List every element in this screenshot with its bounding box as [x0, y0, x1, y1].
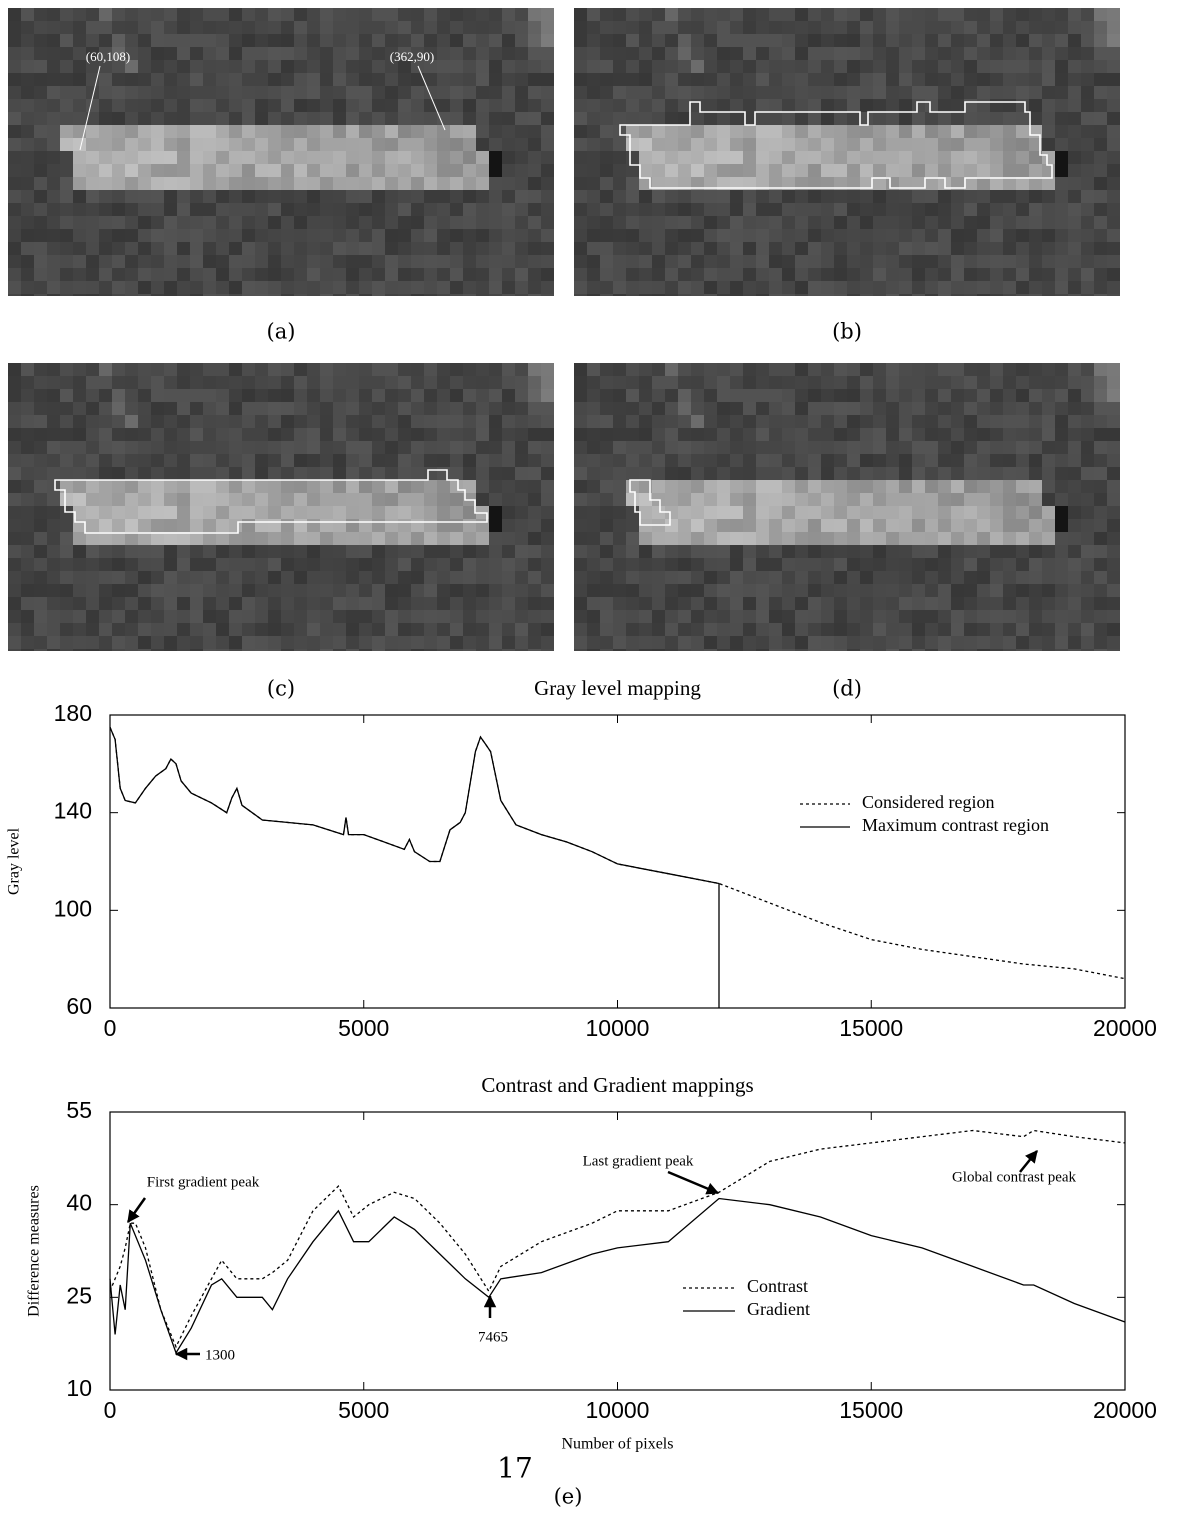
- annotation: 7465: [478, 1329, 508, 1345]
- y-tick-label: 100: [54, 895, 92, 921]
- leader-line: [79, 65, 101, 151]
- leader-line: [417, 65, 446, 131]
- panel-label: (a): [267, 320, 296, 344]
- annotation-arrow: [126, 1197, 147, 1224]
- x-tick-label: 10000: [586, 1015, 650, 1041]
- image-panel-c: [8, 363, 555, 663]
- y-tick-label: 140: [54, 798, 92, 824]
- plot-frame: [109, 714, 1126, 1009]
- x-tick-label: 0: [104, 1397, 117, 1423]
- image-annotation: (362,90): [390, 49, 434, 64]
- image-panel-d: [574, 363, 1121, 663]
- panel-label: (e): [554, 1485, 583, 1509]
- x-tick-label: 15000: [839, 1015, 903, 1041]
- y-axis-label: Difference measures: [26, 1185, 43, 1317]
- y-tick-label: 55: [66, 1097, 92, 1123]
- image-annotation: (60,108): [86, 49, 130, 64]
- region-outline: [629, 479, 671, 526]
- x-tick-label: 0: [104, 1015, 117, 1041]
- legend-label: Considered region: [862, 792, 994, 812]
- y-tick-label: 25: [66, 1282, 92, 1308]
- data-line: [109, 1197, 1126, 1355]
- annotation: Last gradient peak: [583, 1153, 694, 1169]
- y-tick-label: 10: [66, 1375, 92, 1401]
- x-tick-label: 5000: [338, 1397, 389, 1423]
- legend-label: Gradient: [747, 1299, 810, 1319]
- region-outline: [54, 469, 488, 534]
- legend-label: Contrast: [747, 1276, 808, 1296]
- x-tick-label: 10000: [586, 1397, 650, 1423]
- y-tick-label: 60: [66, 993, 92, 1019]
- annotation-arrow: [667, 1170, 720, 1195]
- x-tick-label: 5000: [338, 1015, 389, 1041]
- x-tick-label: 20000: [1093, 1397, 1157, 1423]
- x-tick-label: 15000: [839, 1397, 903, 1423]
- y-tick-label: 180: [54, 700, 92, 726]
- chart-title: Gray level mapping: [534, 676, 701, 700]
- data-line: [109, 1129, 1126, 1349]
- panel-label: (b): [832, 320, 862, 344]
- legend-label: Maximum contrast region: [862, 815, 1049, 835]
- y-tick-label: 40: [66, 1190, 92, 1216]
- data-line: [109, 726, 1126, 980]
- page-number: 17: [497, 1452, 533, 1485]
- region-outline: [619, 101, 1053, 189]
- annotation: Global contrast peak: [952, 1169, 1077, 1185]
- image-panel-b: [574, 8, 1121, 308]
- panel-label: (c): [267, 677, 295, 701]
- x-axis-label: Number of pixels: [562, 1436, 674, 1453]
- annotation: 1300: [205, 1347, 235, 1363]
- annotation-arrow: [1019, 1150, 1038, 1173]
- panel-label: (d): [832, 677, 862, 701]
- y-axis-label: Gray level: [6, 827, 23, 895]
- annotation: First gradient peak: [147, 1174, 260, 1190]
- x-tick-label: 20000: [1093, 1015, 1157, 1041]
- chart-title: Contrast and Gradient mappings: [481, 1073, 753, 1097]
- data-line: [109, 726, 720, 1008]
